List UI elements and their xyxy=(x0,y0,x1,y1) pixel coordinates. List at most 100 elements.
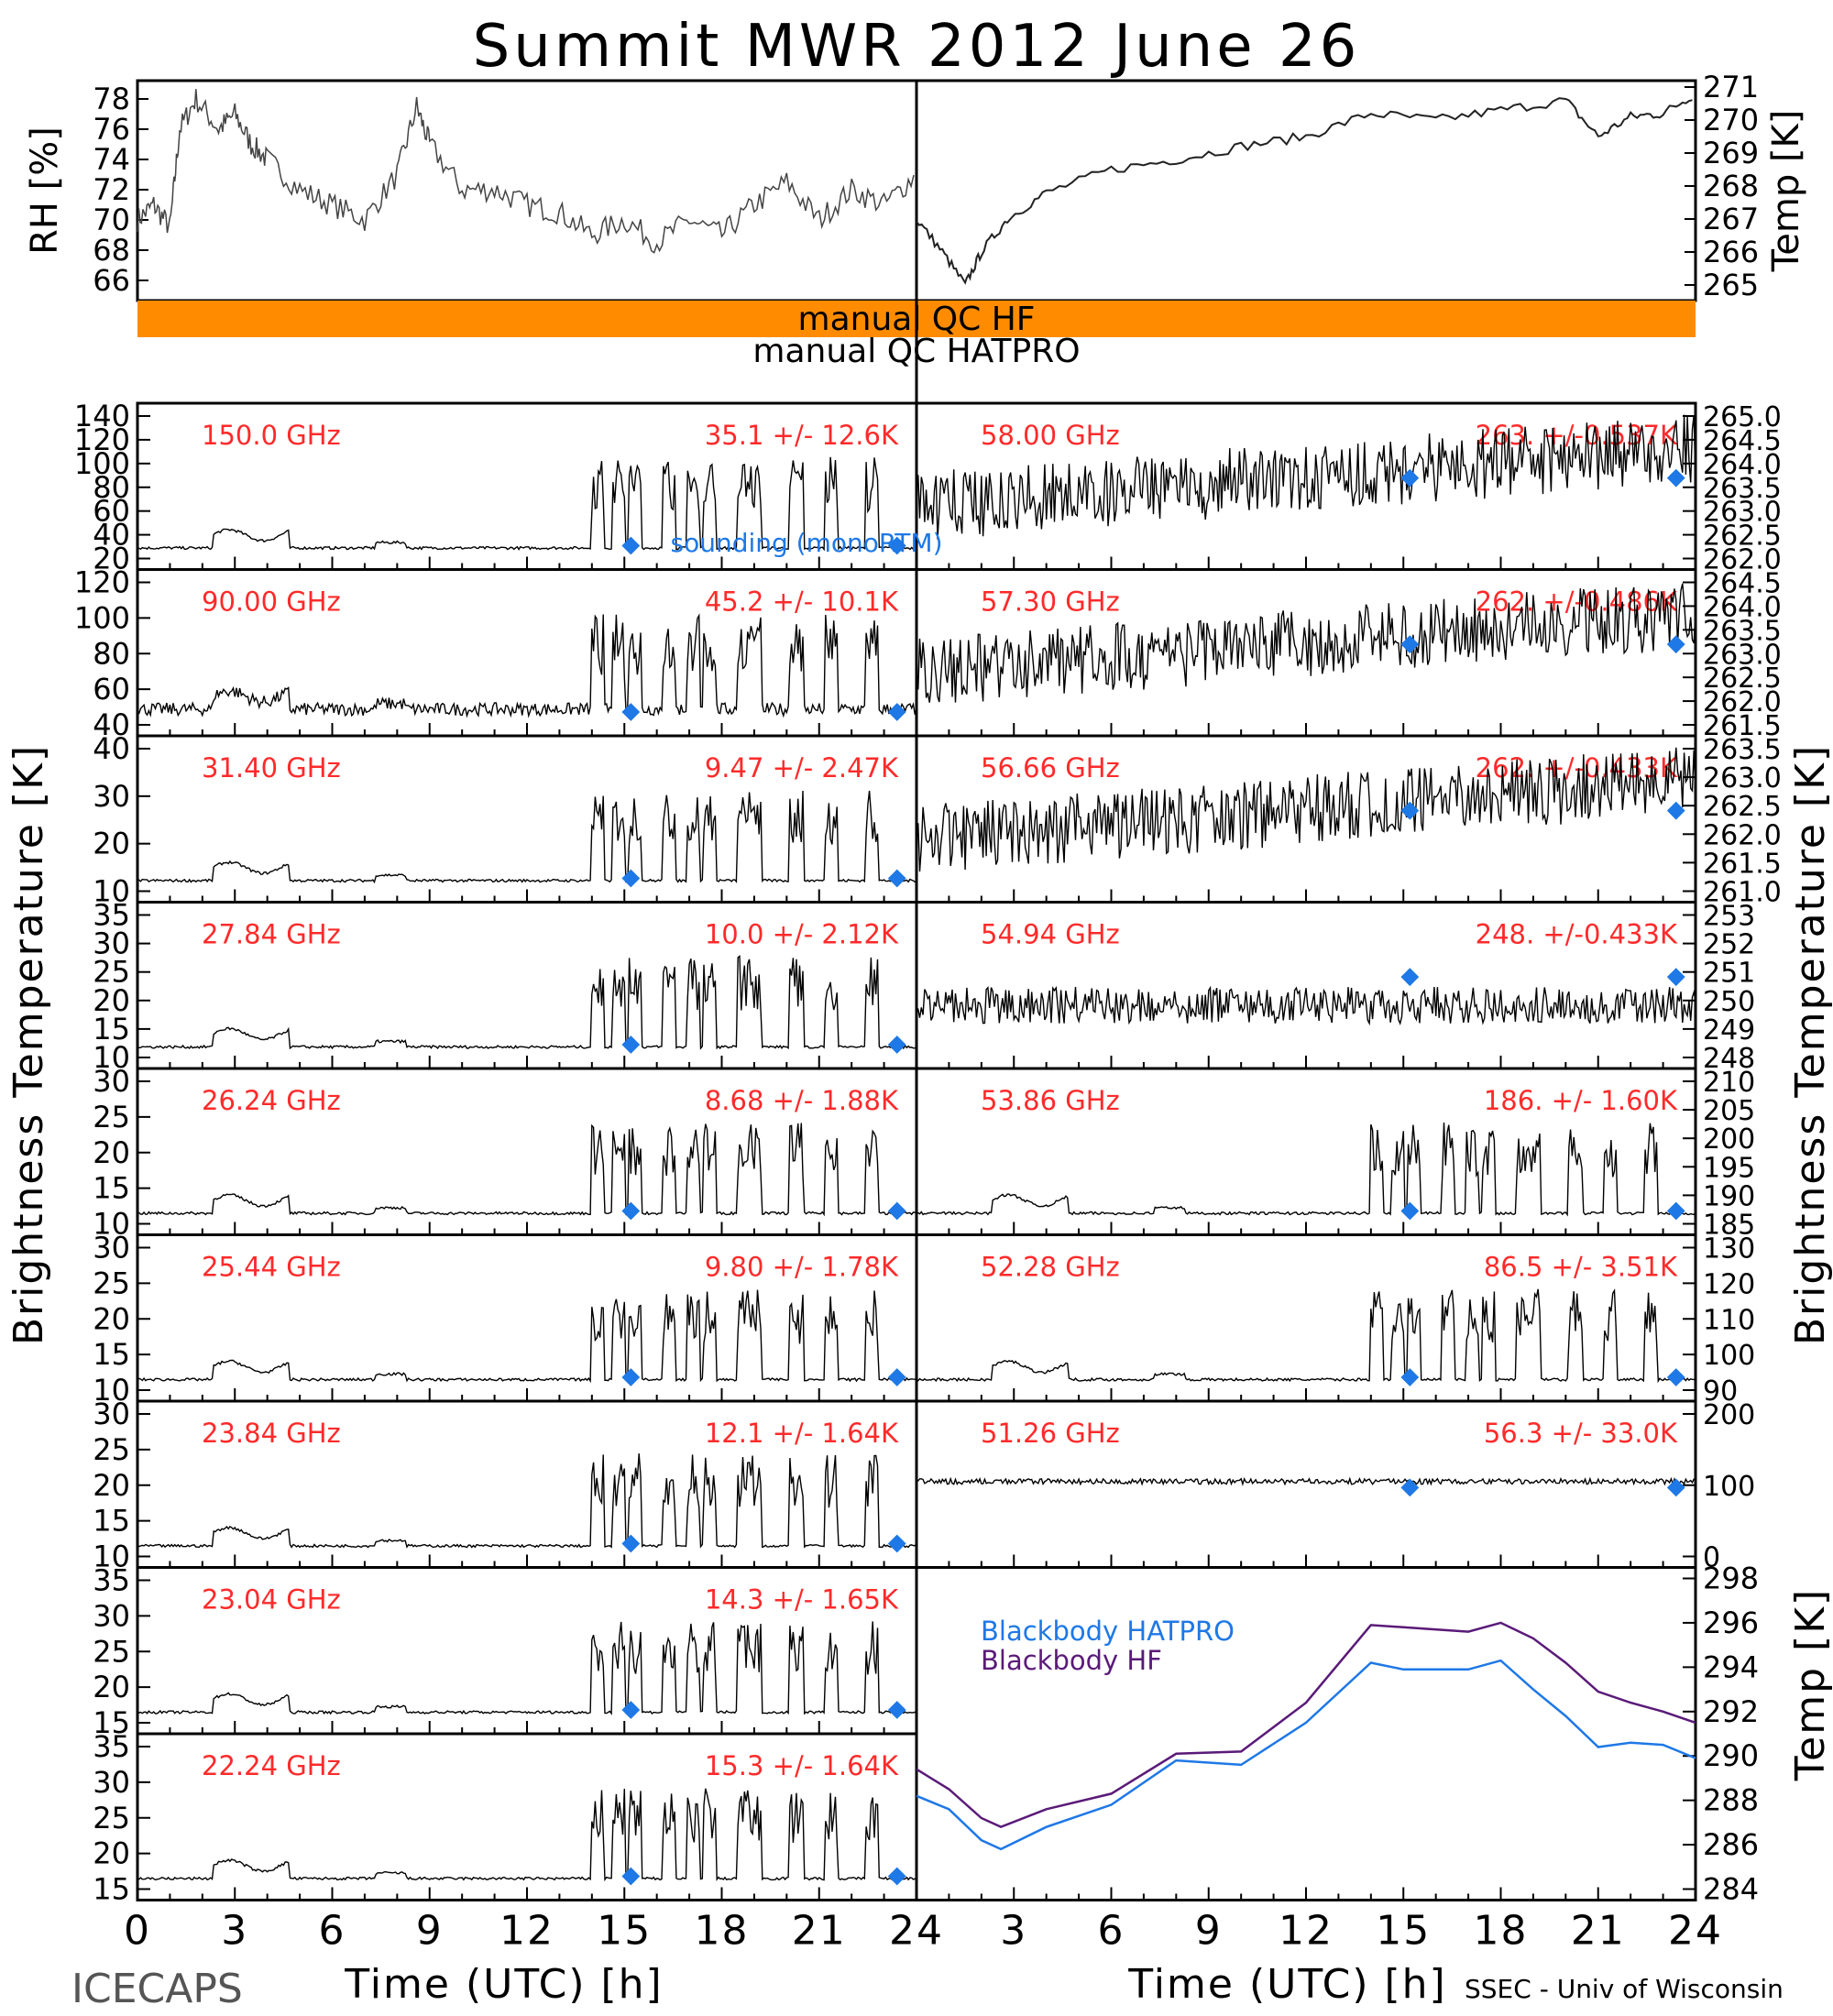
right-freq-label: 58.00 GHz xyxy=(981,420,1120,451)
left-stat-label: 35.1 +/- 12.6K xyxy=(705,420,899,451)
y-tick-label: 10 xyxy=(93,1040,130,1075)
x-tick-label: 18 xyxy=(695,1908,750,1955)
temp-tick-label: 266 xyxy=(1703,235,1759,269)
left-freq-label: 27.84 GHz xyxy=(202,919,341,950)
right-freq-label: 53.86 GHz xyxy=(981,1085,1120,1116)
y-tick-label: 190 xyxy=(1703,1180,1755,1212)
y-tick-label: 261.0 xyxy=(1703,877,1782,909)
y-tick-label: 210 xyxy=(1703,1067,1755,1099)
y-tick-label: 249 xyxy=(1703,1014,1755,1046)
sounding-marker xyxy=(1666,801,1685,820)
y-tick-label: 200 xyxy=(1703,1123,1755,1156)
y-tick-label: 262.5 xyxy=(1703,791,1782,823)
sounding-marker xyxy=(621,1534,641,1553)
sounding-marker xyxy=(887,1867,906,1886)
sounding-marker xyxy=(1400,1478,1420,1497)
right-tb-series xyxy=(916,583,1696,703)
sounding-marker xyxy=(887,1201,906,1221)
y-tick-label: 205 xyxy=(1703,1095,1755,1127)
y-tick-label: 30 xyxy=(93,926,130,961)
sounding-marker xyxy=(621,1368,641,1386)
y-tick-label: 15 xyxy=(93,1705,130,1740)
bb-tick-label: 298 xyxy=(1703,1561,1759,1596)
x-axis: 0 3 3 6 6 9 9 12 12 15 15 18 18 21 21 24 24 xyxy=(124,1908,1721,1955)
left-stat-label: 15.3 +/- 1.64K xyxy=(705,1750,899,1781)
x-tick-label: 15 xyxy=(597,1908,652,1955)
right-tb-series xyxy=(916,1122,1696,1217)
y-tick-label: 30 xyxy=(93,1231,130,1265)
x-tick-label: 12 xyxy=(499,1908,554,1955)
x-label-left: Time (UTC) [h] xyxy=(344,1961,663,2008)
left-tb-series xyxy=(137,1289,917,1384)
y-tick-label: 263.5 xyxy=(1703,473,1782,505)
left-tb-series xyxy=(137,955,917,1050)
right-freq-label: 57.30 GHz xyxy=(981,586,1120,618)
x-tick-label: 3 xyxy=(1000,1908,1027,1955)
y-tick-label: 262.5 xyxy=(1703,663,1782,695)
x-tick-label: 21 xyxy=(1571,1908,1626,1955)
y-tick-label: 20 xyxy=(93,1836,130,1871)
sounding-marker xyxy=(887,1368,906,1386)
y-tick-label: 25 xyxy=(93,1801,130,1835)
y-tick-label: 264.5 xyxy=(1703,425,1782,457)
temp-series xyxy=(916,97,1693,285)
sounding-marker xyxy=(621,1201,641,1221)
right-stat-label: 186. +/- 1.60K xyxy=(1484,1085,1678,1116)
y-tick-label: 140 xyxy=(74,399,130,433)
right-stat-label: 248. +/-0.433K xyxy=(1476,919,1678,950)
sounding-marker xyxy=(1666,1201,1685,1221)
y-tick-label: 60 xyxy=(93,672,130,707)
right-freq-label: 52.28 GHz xyxy=(981,1252,1120,1283)
y-tick-label: 262.0 xyxy=(1703,819,1782,851)
y-tick-label: 35 xyxy=(93,1563,130,1598)
temp-tick-label: 265 xyxy=(1703,268,1759,302)
y-tick-label: 130 xyxy=(1703,1233,1755,1265)
left-freq-label: 31.40 GHz xyxy=(202,752,341,783)
left-freq-label: 25.44 GHz xyxy=(202,1252,341,1283)
y-tick-label: 15 xyxy=(93,1337,130,1372)
y-tick-label: 10 xyxy=(93,1373,130,1408)
x-tick-label: 3 xyxy=(221,1908,248,1955)
x-tick-label: 9 xyxy=(1195,1908,1223,1955)
right-tb-series xyxy=(916,1287,1696,1384)
y-tick-label: 80 xyxy=(93,636,130,671)
right-tb-series xyxy=(916,985,1696,1026)
y-tick-label: 248 xyxy=(1703,1043,1755,1075)
sounding-marker xyxy=(1666,635,1685,654)
left-tb-series xyxy=(137,1621,917,1715)
bb-tick-label: 284 xyxy=(1703,1872,1759,1907)
footer-ssec: SSEC - Univ of Wisconsin xyxy=(1465,1974,1784,2004)
sounding-marker xyxy=(1666,1368,1685,1386)
y-tick-label: 200 xyxy=(1703,1399,1755,1431)
y-tick-label: 80 xyxy=(93,470,130,505)
bb-tick-label: 292 xyxy=(1703,1694,1759,1729)
left-stat-label: 12.1 +/- 1.64K xyxy=(705,1418,899,1449)
bb-tick-label: 288 xyxy=(1703,1783,1759,1818)
sounding-marker xyxy=(621,1035,641,1054)
sounding-marker xyxy=(887,869,906,888)
temp-tick-label: 267 xyxy=(1703,202,1759,236)
y-tick-label: 25 xyxy=(93,1100,130,1134)
y-tick-label: 264.5 xyxy=(1703,568,1782,600)
x-tick-label: 18 xyxy=(1474,1908,1529,1955)
y-tick-label: 25 xyxy=(93,1634,130,1669)
right-stat-label: 56.3 +/- 33.0K xyxy=(1484,1418,1678,1449)
x-tick-label: 24 xyxy=(889,1908,944,1955)
y-tick-label: 25 xyxy=(93,1265,130,1300)
y-tick-label: 15 xyxy=(93,1171,130,1206)
bt-label-left: Brightness Temperature [K] xyxy=(5,744,52,1345)
rh-tick-label: 72 xyxy=(93,172,130,207)
y-tick-label: 110 xyxy=(1703,1304,1755,1336)
left-stat-label: 10.0 +/- 2.12K xyxy=(705,919,899,950)
sounding-marker xyxy=(1400,468,1420,488)
y-tick-label: 20 xyxy=(93,827,130,861)
bb-hf-series xyxy=(916,1621,1696,1829)
y-tick-label: 15 xyxy=(93,1504,130,1539)
rh-tick-label: 76 xyxy=(93,112,130,147)
left-tb-series xyxy=(137,1453,917,1549)
y-tick-label: 265.0 xyxy=(1703,401,1782,433)
right-tb-series xyxy=(916,1476,1696,1486)
